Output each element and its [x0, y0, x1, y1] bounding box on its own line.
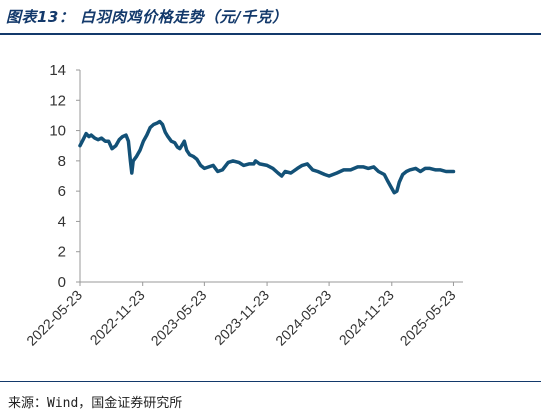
x-tick-label: 2023-05-23	[148, 287, 210, 349]
chart-area: 0 2 4 6 8 10 12 14 2022-05-23 2022-11-23 2023-05-…	[23, 62, 463, 349]
y-tick-label: 2	[58, 244, 66, 261]
y-axis: 0 2 4 6 8 10 12 14	[49, 62, 81, 291]
x-tick-label: 2022-05-23	[23, 287, 85, 349]
y-tick-label: 10	[49, 123, 66, 140]
title-rule	[0, 33, 541, 35]
chart-title: 图表13： 白羽肉鸡价格走势（元/千克）	[6, 8, 288, 26]
x-tick-label: 2023-11-23	[211, 287, 272, 348]
x-tick-label: 2022-11-23	[87, 287, 148, 348]
x-axis: 2022-05-23 2022-11-23 2023-05-23 2023-11-23…	[23, 281, 463, 349]
y-tick-label: 12	[49, 92, 66, 109]
bottom-rule	[0, 381, 541, 382]
y-tick-label: 8	[58, 153, 66, 170]
x-tick-label: 2025-05-23	[397, 287, 459, 349]
y-tick-label: 4	[58, 213, 66, 230]
y-tick-label: 6	[58, 183, 66, 200]
price-line	[78, 119, 456, 195]
source-note: 来源：Wind，国金证券研究所	[8, 396, 183, 411]
y-tick-label: 0	[58, 274, 66, 291]
x-tick-label: 2024-11-23	[336, 287, 397, 348]
y-tick-label: 14	[49, 62, 66, 79]
x-tick-label: 2024-05-23	[272, 287, 334, 349]
